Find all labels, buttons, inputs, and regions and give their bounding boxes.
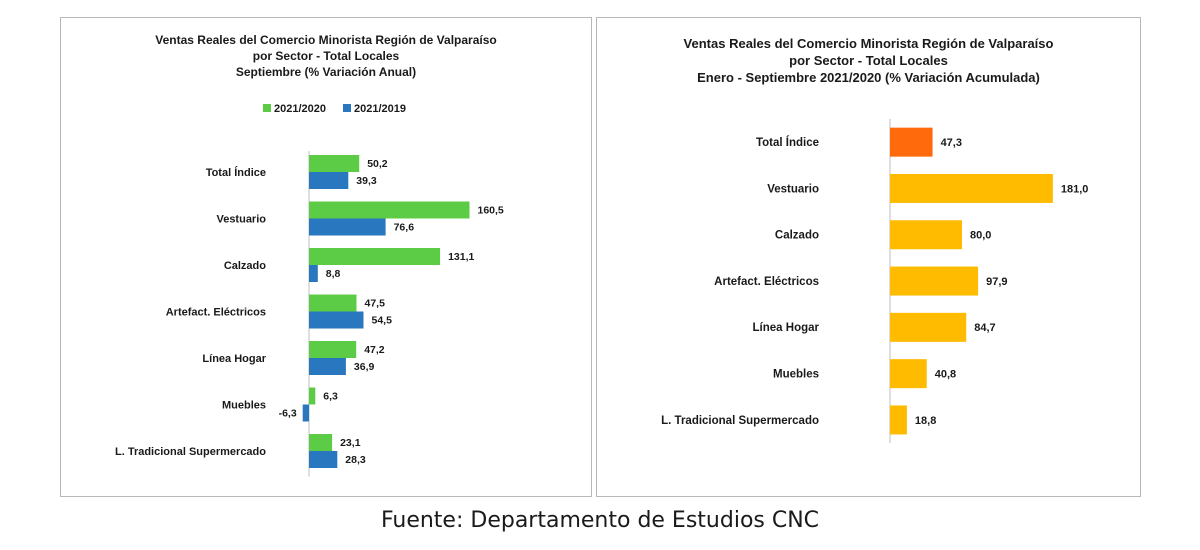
category-label: Muebles [773,369,819,381]
data-label: 84,7 [974,322,995,334]
bar [309,201,470,219]
data-label: 50,2 [367,158,388,170]
data-label: 47,3 [941,137,962,149]
chart-title-acumulada: Ventas Reales del Comercio Minorista Reg… [597,35,1140,86]
category-label: Línea Hogar [753,322,820,334]
data-label: 76,6 [394,222,415,234]
data-label: 36,9 [354,361,375,373]
chart-title-anual: Ventas Reales del Comercio Minorista Reg… [61,32,591,80]
category-label: Calzado [224,260,266,272]
bar [309,172,349,189]
bar [309,294,357,312]
category-label: Calzado [775,230,819,242]
bar [890,220,962,250]
data-label: 8,8 [326,268,341,280]
category-label: Vestuario [767,183,819,195]
bar [309,265,318,282]
bar [309,341,357,358]
bar [309,434,333,451]
category-label: Artefact. Eléctricos [166,307,266,319]
data-label: 18,8 [915,415,936,427]
chart-panel-anual: Ventas Reales del Comercio Minorista Reg… [60,17,592,497]
data-label: 160,5 [478,205,504,217]
bar-chart-anual: 2021/2020 2021/2019 Total Índice 50,2 39,3 Ve… [115,103,504,477]
bar [890,173,1053,203]
bar [309,451,338,468]
data-label: 39,3 [356,175,377,187]
bar [309,387,316,405]
data-label: 131,1 [448,251,474,263]
source-caption: Fuente: Departamento de Estudios CNC [380,508,820,533]
chart-panel-acumulada: Ventas Reales del Comercio Minorista Reg… [596,17,1141,497]
bar [890,127,933,157]
bar [309,358,346,375]
bar [309,218,386,236]
title-line: Ventas Reales del Comercio Minorista Reg… [155,33,497,47]
data-label: 23,1 [340,437,361,449]
data-label: 47,2 [364,344,385,356]
data-label: 40,8 [935,369,956,381]
category-label: Vestuario [216,214,266,226]
category-label: Total Índice [206,166,266,179]
bar [302,404,309,422]
bar [309,311,364,329]
data-label: 97,9 [986,276,1007,288]
title-line: por Sector - Total Locales [252,49,400,63]
category-label: Muebles [222,400,266,412]
data-label: 80,0 [970,230,991,242]
bar [309,155,360,172]
data-label: 28,3 [345,454,366,466]
category-label: L. Tradicional Supermercado [115,446,266,458]
bar [890,405,907,435]
title-line: Ventas Reales del Comercio Minorista Reg… [683,36,1054,51]
data-label: 181,0 [1061,183,1089,195]
bar-chart-acumulada: Total Índice 47,3 Vestuario 181,0 Calzado 80,… [661,119,1089,444]
category-label: Línea Hogar [202,353,266,365]
bar [309,248,441,265]
category-label: Artefact. Eléctricos [714,276,819,288]
data-label: 54,5 [372,315,393,327]
category-label: Total Índice [756,136,819,149]
data-label: 6,3 [323,391,338,403]
data-label: -6,3 [279,408,297,420]
bar [890,312,967,342]
title-line: Septiembre (% Variación Anual) [235,65,417,79]
bar [890,359,927,389]
legend-swatch [263,104,271,112]
title-line: por Sector - Total Locales [789,53,948,68]
legend-label: 2021/2019 [354,103,406,115]
category-label: L. Tradicional Supermercado [661,415,819,427]
legend-swatch [343,104,351,112]
title-line: Enero - Septiembre 2021/2020 (% Variació… [697,70,1040,85]
bar [890,266,979,296]
legend-label: 2021/2020 [274,103,326,115]
data-label: 47,5 [365,298,386,310]
